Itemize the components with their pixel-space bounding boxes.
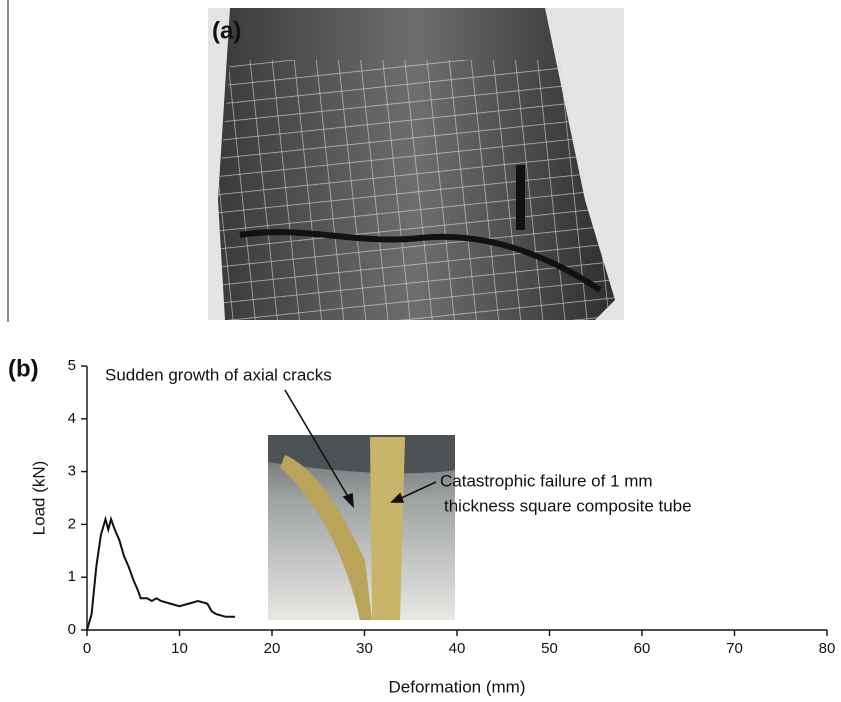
annotation: Catastrophic failure of 1 mm xyxy=(440,471,653,490)
x-axis-label: Deformation (mm) xyxy=(389,677,526,696)
y-tick-label: 3 xyxy=(68,463,76,480)
y-axis-label: Load (kN) xyxy=(29,461,48,536)
figure: (a) (b) Sudden growth of axial cracks Ca… xyxy=(0,0,841,702)
x-tick-label: 20 xyxy=(264,640,281,657)
panel-label: (b) xyxy=(8,355,39,382)
x-tick-label: 70 xyxy=(726,640,743,657)
y-tick-label: 2 xyxy=(68,515,76,532)
y-tick-label: 5 xyxy=(68,357,76,374)
x-tick-label: 30 xyxy=(356,640,373,657)
data-line xyxy=(87,519,235,630)
photo-a xyxy=(208,8,624,320)
x-tick-label: 10 xyxy=(171,640,188,657)
panel-label: (a) xyxy=(212,17,241,44)
y-tick-label: 1 xyxy=(68,568,76,585)
photo-inset xyxy=(268,435,455,620)
x-tick-label: 0 xyxy=(83,640,91,657)
annotation: thickness square composite tube xyxy=(444,496,692,515)
y-tick-label: 4 xyxy=(68,410,76,427)
annotation: Sudden growth of axial cracks xyxy=(105,365,332,384)
y-tick-label: 0 xyxy=(68,621,76,638)
x-tick-label: 60 xyxy=(634,640,651,657)
x-tick-label: 40 xyxy=(449,640,466,657)
x-tick-label: 50 xyxy=(541,640,558,657)
x-tick-label: 80 xyxy=(819,640,836,657)
